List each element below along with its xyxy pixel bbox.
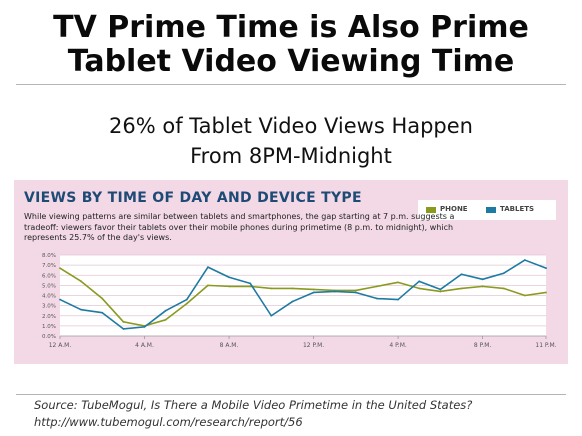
data-point-tablets	[439, 288, 442, 291]
chart-legend: PHONE TABLETS	[418, 200, 556, 220]
y-tick-label: 8.0%	[42, 253, 56, 259]
chart-panel: VIEWS BY TIME OF DAY AND DEVICE TYPE PHO…	[14, 180, 568, 364]
data-point-tablets	[101, 311, 104, 314]
y-tick-label: 2.0%	[42, 314, 56, 320]
data-point-tablets	[207, 266, 209, 269]
x-tick-label: 8 P.M.	[474, 342, 491, 349]
y-tick-label: 3.0%	[42, 304, 56, 310]
data-point-phone	[502, 287, 505, 290]
legend-label-phone: PHONE	[440, 205, 468, 213]
data-point-tablets	[143, 325, 146, 328]
x-tick-label: 12 A.M.	[49, 342, 72, 349]
headline-line-2: Tablet Video Viewing Time	[67, 44, 515, 79]
source-divider	[16, 394, 566, 395]
source-url: http://www.tubemogul.com/research/report…	[34, 415, 303, 429]
subheadline-line-1: 26% of Tablet Video Views Happen	[109, 114, 473, 138]
chart-description: While viewing patterns are similar betwe…	[24, 212, 455, 242]
y-tick-label: 0.0%	[42, 334, 56, 340]
data-point-phone	[291, 287, 294, 290]
x-tick-label: 4 P.M.	[389, 342, 406, 349]
data-point-phone	[207, 284, 209, 287]
x-tick-label: 8 A.M.	[220, 342, 239, 349]
data-point-tablets	[481, 278, 484, 281]
data-point-phone	[418, 287, 421, 290]
data-point-phone	[270, 287, 273, 290]
data-point-tablets	[502, 272, 505, 275]
data-point-tablets	[460, 273, 463, 276]
data-point-phone	[249, 285, 252, 288]
y-tick-label: 4.0%	[42, 294, 56, 300]
data-point-phone	[481, 285, 484, 288]
data-point-tablets	[270, 314, 273, 317]
x-tick-label: 12 P.M.	[303, 342, 324, 349]
data-point-tablets	[164, 309, 167, 312]
data-point-phone	[397, 281, 399, 284]
legend-swatch-tablets	[486, 207, 496, 213]
data-point-tablets	[228, 276, 230, 279]
chart-title: VIEWS BY TIME OF DAY AND DEVICE TYPE	[24, 190, 362, 206]
data-point-phone	[312, 288, 315, 291]
data-point-phone	[185, 302, 188, 305]
data-point-phone	[59, 267, 61, 270]
line-chart: 0.0% 1.0% 2.0% 3.0% 4.0% 5.0% 6.0% 7.0% 8.0% 12 A…	[42, 253, 557, 349]
headline-line-1: TV Prime Time is Also Prime	[53, 10, 529, 45]
legend-swatch-phone	[426, 207, 436, 213]
data-point-tablets	[249, 282, 252, 285]
y-tick-label: 1.0%	[42, 324, 56, 330]
y-tick-label: 7.0%	[42, 263, 56, 269]
data-point-phone	[164, 318, 167, 321]
data-point-tablets	[122, 328, 125, 330]
x-tick-label: 11 P.M.	[535, 342, 556, 349]
series-line-tablets	[59, 259, 547, 330]
y-tick-label: 5.0%	[42, 283, 56, 289]
data-point-tablets	[291, 300, 294, 303]
data-point-phone	[545, 291, 547, 294]
data-point-tablets	[376, 297, 378, 300]
data-point-phone	[523, 294, 526, 297]
series-line-phone	[59, 267, 547, 327]
data-point-phone	[101, 297, 104, 300]
source-citation: Source: TubeMogul, Is There a Mobile Vid…	[34, 398, 473, 412]
x-tick-label: 4 A.M.	[135, 342, 154, 349]
data-point-phone	[228, 285, 230, 288]
data-point-tablets	[397, 298, 399, 301]
y-tick-label: 6.0%	[42, 273, 56, 279]
data-point-tablets	[545, 267, 547, 270]
data-point-tablets	[59, 298, 61, 301]
data-point-phone	[439, 290, 442, 293]
data-point-phone	[376, 285, 378, 288]
data-point-tablets	[185, 298, 188, 301]
data-point-tablets	[418, 280, 421, 283]
data-point-tablets	[523, 259, 526, 261]
subheadline-line-2: From 8PM-Midnight	[190, 144, 392, 168]
data-point-phone	[122, 320, 125, 323]
headline-divider	[16, 84, 566, 85]
data-point-tablets	[80, 308, 83, 311]
data-point-tablets	[354, 291, 357, 294]
data-point-tablets	[312, 291, 315, 294]
data-point-tablets	[333, 290, 336, 293]
data-point-phone	[460, 287, 463, 290]
data-point-phone	[354, 289, 357, 292]
data-point-phone	[80, 280, 83, 283]
legend-label-tablets: TABLETS	[500, 205, 535, 213]
